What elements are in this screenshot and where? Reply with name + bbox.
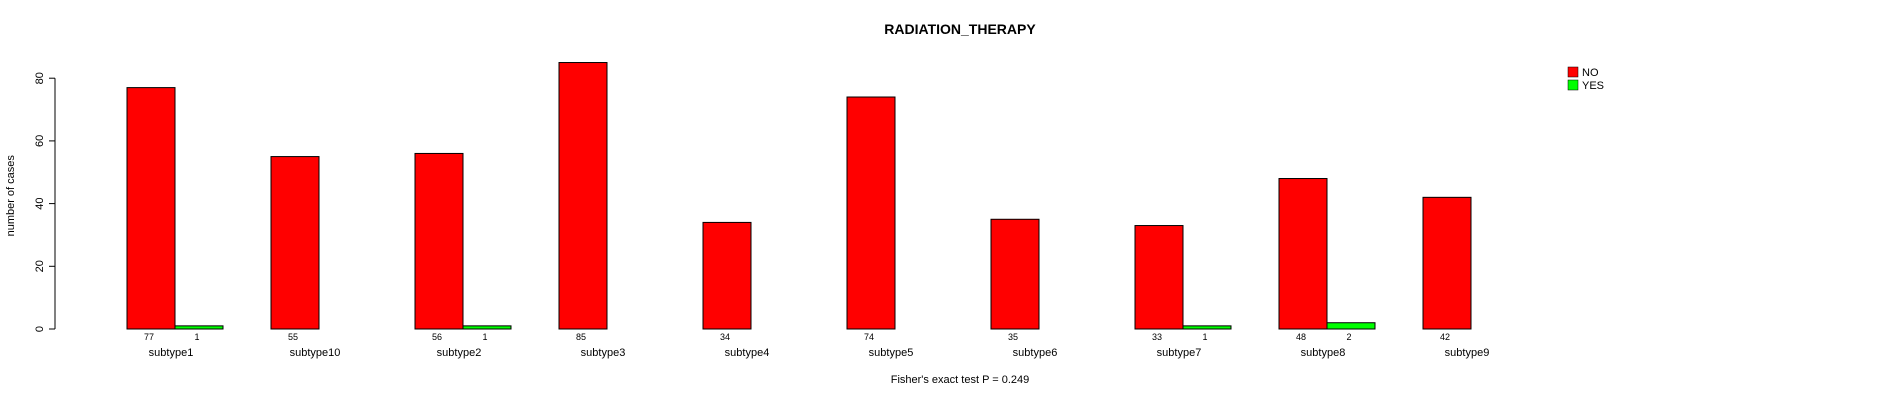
bar-series-group [126, 62, 1472, 330]
bar-no-subtype8 [1278, 178, 1328, 330]
count-label-yes-subtype1: 1 [194, 332, 199, 342]
category-label-subtype7: subtype7 [1157, 347, 1202, 359]
bar-no-subtype4 [702, 221, 752, 330]
bar-yes-subtype8 [1326, 322, 1376, 330]
y-tick-label: 40 [34, 197, 46, 209]
bar-no-subtype7 [1134, 225, 1184, 330]
y-axis-label: number of cases [5, 155, 17, 237]
count-label-no-subtype8: 48 [1296, 332, 1306, 342]
y-axis: 0 20 40 60 80 [34, 72, 56, 332]
category-label-subtype4: subtype4 [725, 347, 770, 359]
fisher-test-footnote: Fisher's exact test P = 0.249 [891, 374, 1030, 386]
category-label-subtype8: subtype8 [1301, 347, 1346, 359]
y-tick-label: 20 [34, 260, 46, 272]
count-label-no-subtype5: 74 [864, 332, 874, 342]
bar-no-subtype10 [270, 156, 320, 330]
category-label-subtype10: subtype10 [290, 347, 341, 359]
count-label-no-subtype9: 42 [1440, 332, 1450, 342]
count-label-no-subtype4: 34 [720, 332, 730, 342]
count-label-no-subtype7: 33 [1152, 332, 1162, 342]
count-label-no-subtype2: 56 [432, 332, 442, 342]
category-label-subtype2: subtype2 [437, 347, 482, 359]
bar-yes-subtype7 [1182, 325, 1232, 330]
chart-title: RADIATION_THERAPY [884, 21, 1036, 37]
count-label-no-subtype6: 35 [1008, 332, 1018, 342]
legend-swatch-yes [1567, 79, 1579, 91]
count-label-yes-subtype2: 1 [482, 332, 487, 342]
legend-label-no: NO [1582, 67, 1599, 79]
bar-no-subtype5 [846, 96, 896, 330]
category-label-subtype5: subtype5 [869, 347, 914, 359]
bar-no-subtype3 [558, 62, 608, 330]
count-label-yes-subtype7: 1 [1202, 332, 1207, 342]
count-label-no-subtype1: 77 [144, 332, 154, 342]
count-label-no-subtype10: 55 [288, 332, 298, 342]
count-label-no-subtype3: 85 [576, 332, 586, 342]
y-tick-label: 0 [34, 326, 46, 332]
category-label-subtype6: subtype6 [1013, 347, 1058, 359]
legend-label-yes: YES [1582, 80, 1604, 92]
category-label-subtype1: subtype1 [149, 347, 194, 359]
bar-no-subtype9 [1422, 196, 1472, 330]
category-label-subtype3: subtype3 [581, 347, 626, 359]
y-tick-label: 80 [34, 72, 46, 84]
bar-no-subtype1 [126, 87, 176, 330]
bar-no-subtype6 [990, 218, 1040, 330]
count-labels-group: 77 1 55 56 1 85 34 74 35 33 1 48 2 42 [144, 332, 1450, 342]
category-label-subtype9: subtype9 [1445, 347, 1490, 359]
y-tick-label: 60 [34, 135, 46, 147]
count-label-yes-subtype8: 2 [1346, 332, 1351, 342]
legend-swatch-no [1567, 66, 1579, 78]
bar-yes-subtype2 [462, 325, 512, 330]
bar-yes-subtype1 [174, 325, 224, 330]
bar-no-subtype2 [414, 152, 464, 330]
category-labels-group: subtype1 subtype10 subtype2 subtype3 subtype… [149, 347, 1490, 359]
